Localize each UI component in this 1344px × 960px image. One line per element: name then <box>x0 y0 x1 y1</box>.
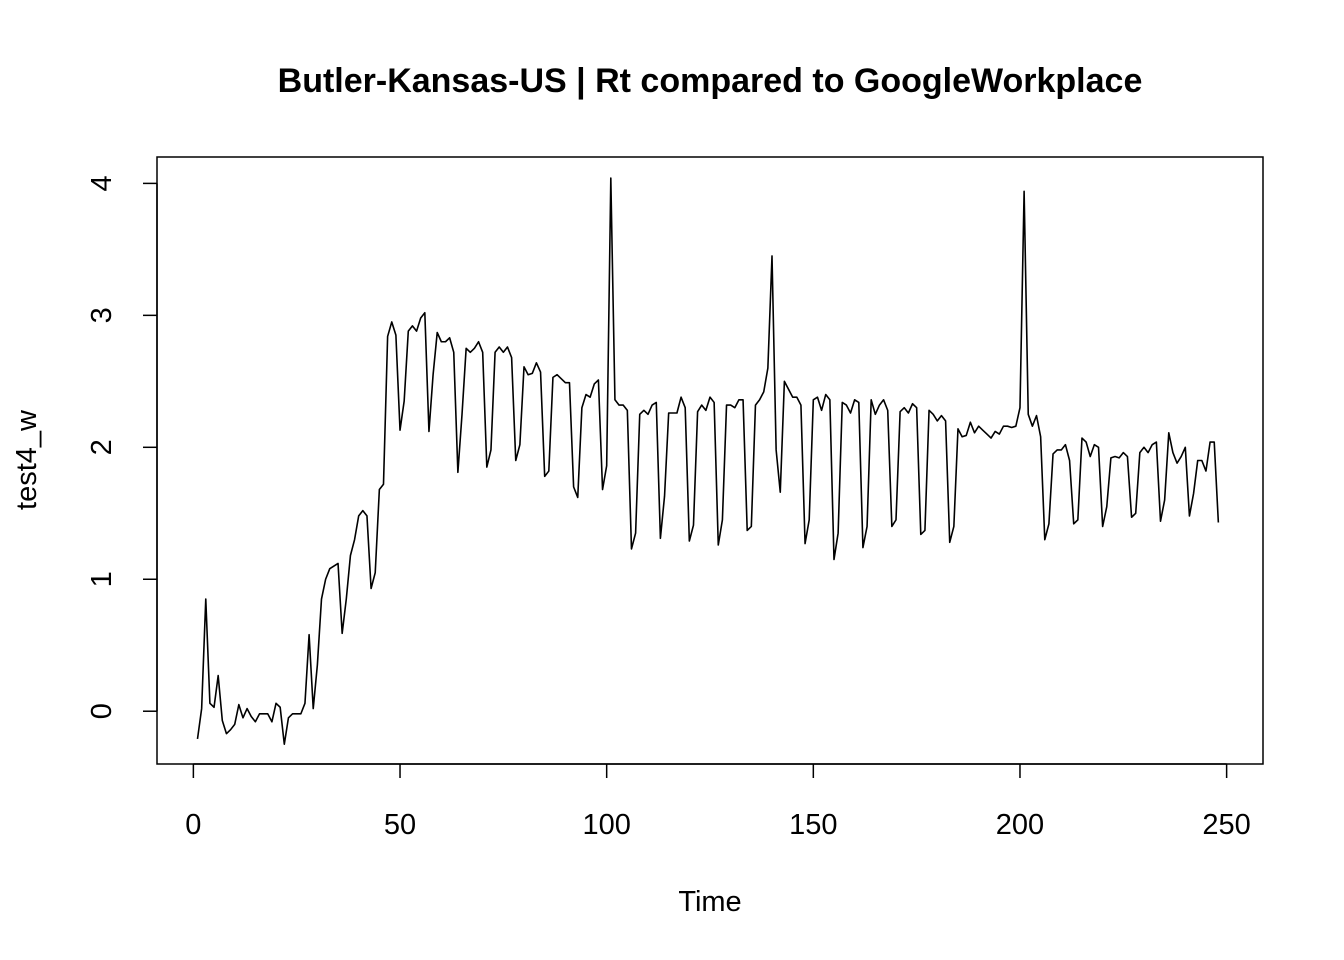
x-axis: 0 50 100 150 200 250 <box>185 763 1251 841</box>
plot-frame <box>156 156 1264 765</box>
x-tick-label: 200 <box>996 809 1044 841</box>
x-tick-label: 100 <box>582 809 630 841</box>
y-axis: 0 1 2 3 4 <box>86 175 158 719</box>
series-line-test4_w <box>196 177 1220 746</box>
series-layer <box>196 177 1220 746</box>
x-tick-label: 150 <box>789 809 837 841</box>
y-tick-label: 2 <box>86 439 118 455</box>
y-tick-label: 3 <box>86 307 118 323</box>
x-tick-label: 250 <box>1202 809 1250 841</box>
y-tick-label: 4 <box>86 175 118 191</box>
y-tick-label: 0 <box>86 703 118 719</box>
y-tick-label: 1 <box>86 571 118 587</box>
y-axis-label: test4_w <box>11 409 43 510</box>
x-tick-label: 0 <box>185 809 201 841</box>
x-axis-label: Time <box>678 886 741 918</box>
x-tick-label: 50 <box>384 809 416 841</box>
chart-title: Butler-Kansas-US | Rt compared to Google… <box>278 62 1143 100</box>
